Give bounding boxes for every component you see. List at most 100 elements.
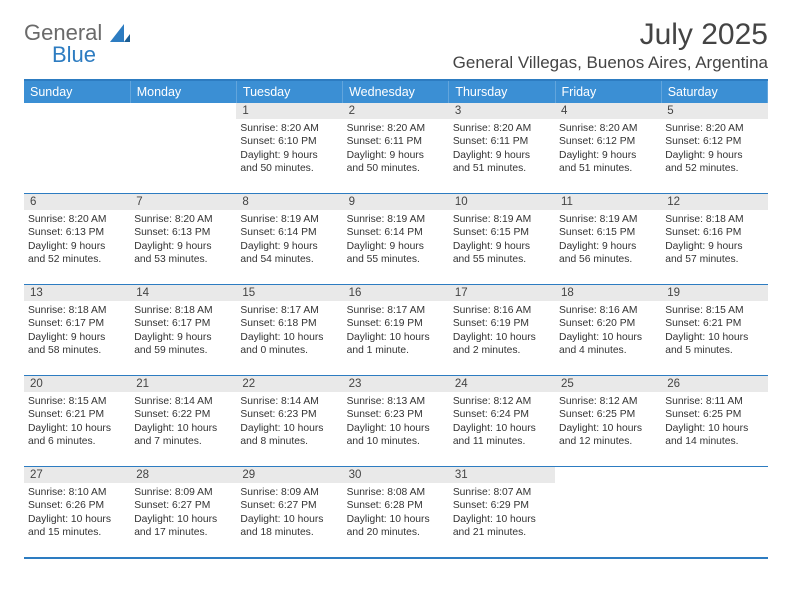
day-details: Sunrise: 8:16 AMSunset: 6:20 PMDaylight:… [555,301,661,360]
sunrise-text: Sunrise: 8:08 AM [347,486,443,499]
daylight-text: Daylight: 9 hours and 51 minutes. [453,149,549,176]
daylight-text: Daylight: 10 hours and 1 minute. [347,331,443,358]
day-details: Sunrise: 8:14 AMSunset: 6:23 PMDaylight:… [236,392,342,451]
sunset-text: Sunset: 6:23 PM [240,408,336,421]
calendar-cell: 15Sunrise: 8:17 AMSunset: 6:18 PMDayligh… [236,285,342,376]
sunset-text: Sunset: 6:25 PM [665,408,761,421]
sunset-text: Sunset: 6:19 PM [347,317,443,330]
calendar-cell: 18Sunrise: 8:16 AMSunset: 6:20 PMDayligh… [555,285,661,376]
daylight-text: Daylight: 9 hours and 54 minutes. [240,240,336,267]
daylight-text: Daylight: 10 hours and 21 minutes. [453,513,549,540]
weekday-header: Tuesday [236,80,342,103]
title-block: July 2025 General Villegas, Buenos Aires… [453,18,768,73]
sunset-text: Sunset: 6:20 PM [559,317,655,330]
daylight-text: Daylight: 10 hours and 14 minutes. [665,422,761,449]
day-details: Sunrise: 8:13 AMSunset: 6:23 PMDaylight:… [343,392,449,451]
daylight-text: Daylight: 10 hours and 10 minutes. [347,422,443,449]
sunrise-text: Sunrise: 8:18 AM [28,304,124,317]
day-details: Sunrise: 8:14 AMSunset: 6:22 PMDaylight:… [130,392,236,451]
day-number: 31 [449,467,555,483]
sunrise-text: Sunrise: 8:17 AM [240,304,336,317]
sunrise-text: Sunrise: 8:13 AM [347,395,443,408]
daylight-text: Daylight: 9 hours and 57 minutes. [665,240,761,267]
calendar-cell: 10Sunrise: 8:19 AMSunset: 6:15 PMDayligh… [449,194,555,285]
day-details: Sunrise: 8:07 AMSunset: 6:29 PMDaylight:… [449,483,555,542]
location: General Villegas, Buenos Aires, Argentin… [453,53,768,73]
sunrise-text: Sunrise: 8:19 AM [559,213,655,226]
sunset-text: Sunset: 6:19 PM [453,317,549,330]
sunrise-text: Sunrise: 8:20 AM [453,122,549,135]
calendar-cell: 19Sunrise: 8:15 AMSunset: 6:21 PMDayligh… [661,285,767,376]
sunrise-text: Sunrise: 8:14 AM [240,395,336,408]
day-details: Sunrise: 8:08 AMSunset: 6:28 PMDaylight:… [343,483,449,542]
calendar-cell: 1Sunrise: 8:20 AMSunset: 6:10 PMDaylight… [236,103,342,194]
calendar-cell: 5Sunrise: 8:20 AMSunset: 6:12 PMDaylight… [661,103,767,194]
day-number: 19 [661,285,767,301]
calendar-cell: 28Sunrise: 8:09 AMSunset: 6:27 PMDayligh… [130,467,236,559]
brand-logo: General Blue [24,22,132,66]
day-details: Sunrise: 8:17 AMSunset: 6:19 PMDaylight:… [343,301,449,360]
calendar-cell: 22Sunrise: 8:14 AMSunset: 6:23 PMDayligh… [236,376,342,467]
calendar-cell: 7Sunrise: 8:20 AMSunset: 6:13 PMDaylight… [130,194,236,285]
sunset-text: Sunset: 6:15 PM [559,226,655,239]
day-details: Sunrise: 8:15 AMSunset: 6:21 PMDaylight:… [661,301,767,360]
day-number: 30 [343,467,449,483]
day-number: 21 [130,376,236,392]
sunrise-text: Sunrise: 8:10 AM [28,486,124,499]
sunset-text: Sunset: 6:11 PM [453,135,549,148]
calendar-cell: . [661,467,767,559]
day-number: 27 [24,467,130,483]
sunrise-text: Sunrise: 8:15 AM [28,395,124,408]
calendar-cell: 27Sunrise: 8:10 AMSunset: 6:26 PMDayligh… [24,467,130,559]
calendar-week-row: 6Sunrise: 8:20 AMSunset: 6:13 PMDaylight… [24,194,768,285]
day-details: Sunrise: 8:15 AMSunset: 6:21 PMDaylight:… [24,392,130,451]
month-title: July 2025 [453,18,768,51]
daylight-text: Daylight: 9 hours and 56 minutes. [559,240,655,267]
sunset-text: Sunset: 6:28 PM [347,499,443,512]
weekday-header: Sunday [24,80,130,103]
day-number: 29 [236,467,342,483]
day-details: Sunrise: 8:17 AMSunset: 6:18 PMDaylight:… [236,301,342,360]
day-details: Sunrise: 8:12 AMSunset: 6:24 PMDaylight:… [449,392,555,451]
sunrise-text: Sunrise: 8:20 AM [347,122,443,135]
weekday-header: Saturday [661,80,767,103]
calendar-cell: 6Sunrise: 8:20 AMSunset: 6:13 PMDaylight… [24,194,130,285]
sunrise-text: Sunrise: 8:20 AM [665,122,761,135]
day-details: Sunrise: 8:20 AMSunset: 6:11 PMDaylight:… [449,119,555,178]
sunset-text: Sunset: 6:22 PM [134,408,230,421]
sunset-text: Sunset: 6:14 PM [240,226,336,239]
sunset-text: Sunset: 6:27 PM [134,499,230,512]
daylight-text: Daylight: 9 hours and 50 minutes. [347,149,443,176]
calendar-week-row: 27 Sunrise: 8:10 AMSunset: 6:26 PM Dayligh… [24,467,768,559]
day-number: 12 [661,194,767,210]
day-number: 16 [343,285,449,301]
daylight-text: Daylight: 9 hours and 52 minutes. [28,240,124,267]
day-number: 9 [343,194,449,210]
day-details: Sunrise: 8:19 AMSunset: 6:15 PMDaylight:… [449,210,555,269]
calendar-cell: 16Sunrise: 8:17 AMSunset: 6:19 PMDayligh… [343,285,449,376]
sunrise-text: Sunrise: 8:09 AM [134,486,230,499]
day-number: 20 [24,376,130,392]
daylight-text: Daylight: 9 hours and 58 minutes. [28,331,124,358]
day-number: 8 [236,194,342,210]
daylight-text: Daylight: 10 hours and 20 minutes. [347,513,443,540]
day-number: 5 [661,103,767,119]
calendar-cell: 3Sunrise: 8:20 AMSunset: 6:11 PMDaylight… [449,103,555,194]
calendar-week-row: 20Sunrise: 8:15 AMSunset: 6:21 PMDayligh… [24,376,768,467]
day-details: Sunrise: 8:18 AMSunset: 6:17 PMDaylight:… [130,301,236,360]
daylight-text: Daylight: 10 hours and 8 minutes. [240,422,336,449]
sunrise-text: Sunrise: 8:07 AM [453,486,549,499]
sunset-text: Sunset: 6:18 PM [240,317,336,330]
sunrise-text: Sunrise: 8:18 AM [134,304,230,317]
sunset-text: Sunset: 6:23 PM [347,408,443,421]
sunset-text: Sunset: 6:21 PM [28,408,124,421]
calendar-cell: 26Sunrise: 8:11 AMSunset: 6:25 PMDayligh… [661,376,767,467]
calendar-cell: 9Sunrise: 8:19 AMSunset: 6:14 PMDaylight… [343,194,449,285]
sunrise-text: Sunrise: 8:16 AM [559,304,655,317]
calendar-cell: 31Sunrise: 8:07 AMSunset: 6:29 PMDayligh… [449,467,555,559]
day-number: 4 [555,103,661,119]
daylight-text: Daylight: 9 hours and 52 minutes. [665,149,761,176]
day-number: 25 [555,376,661,392]
sunset-text: Sunset: 6:26 PM [28,499,124,512]
calendar-table: Sunday Monday Tuesday Wednesday Thursday… [24,79,768,559]
